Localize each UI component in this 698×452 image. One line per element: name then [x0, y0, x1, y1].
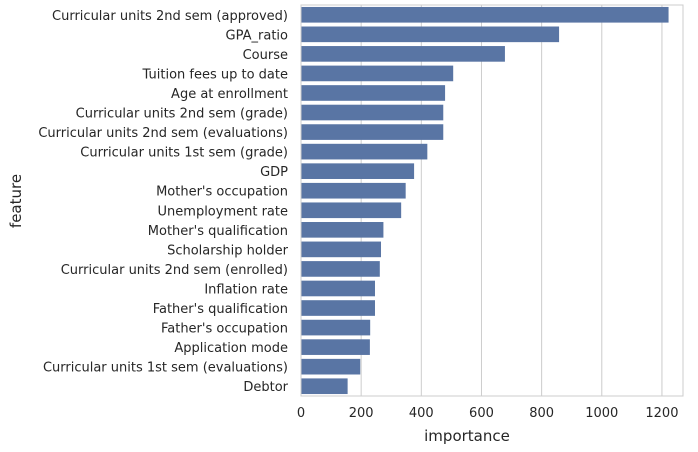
y-axis-title: feature	[7, 174, 25, 228]
category-label: Course	[243, 48, 288, 63]
bar	[301, 6, 669, 23]
category-label: Father's qualification	[153, 302, 288, 317]
category-labels: Curricular units 2nd sem (approved) GPA_r…	[38, 9, 288, 395]
bar	[301, 300, 375, 316]
category-label: Curricular units 1st sem (grade)	[80, 146, 288, 161]
x-tick-label: 200	[349, 406, 374, 421]
plot-frame	[300, 4, 684, 397]
category-label: Curricular units 1st sem (evaluations)	[43, 361, 288, 376]
bar	[301, 163, 415, 179]
x-tick-label: 600	[469, 406, 494, 421]
category-label: Inflation rate	[204, 282, 288, 297]
bar	[301, 46, 505, 62]
x-tick-label: 800	[529, 406, 554, 421]
bar	[301, 339, 370, 355]
bar	[301, 182, 406, 199]
bar	[301, 85, 446, 101]
plot-area	[301, 5, 683, 396]
bar	[301, 124, 444, 140]
x-axis-title: importance	[424, 427, 510, 445]
x-tick-labels: 0 200 400 600 800 1000 1200	[297, 406, 679, 421]
category-label: Mother's qualification	[148, 224, 288, 239]
bar	[301, 261, 380, 277]
bar	[301, 65, 454, 82]
category-label: Father's occupation	[161, 322, 288, 337]
category-label: Application mode	[174, 341, 288, 356]
bars	[301, 6, 669, 395]
bar	[301, 241, 382, 258]
category-label: Curricular units 2nd sem (approved)	[52, 9, 288, 24]
bar	[301, 319, 371, 336]
bar	[301, 26, 560, 43]
category-label: Age at enrollment	[171, 87, 288, 102]
bar	[301, 378, 348, 395]
bar	[301, 143, 428, 160]
x-tick-label: 1000	[585, 406, 618, 421]
bar	[301, 358, 361, 375]
x-tick-label: 0	[297, 406, 305, 421]
bar	[301, 202, 402, 219]
x-tick-label: 400	[409, 406, 434, 421]
category-label: Mother's occupation	[156, 185, 288, 200]
bar	[301, 280, 375, 297]
category-label: GDP	[260, 165, 288, 180]
category-label: Tuition fees up to date	[142, 67, 288, 82]
category-label: Scholarship holder	[167, 243, 289, 258]
category-label: Curricular units 2nd sem (evaluations)	[38, 126, 288, 141]
bar	[301, 222, 384, 238]
category-label: GPA_ratio	[226, 28, 288, 43]
x-tick-label: 1200	[645, 406, 678, 421]
category-label: Unemployment rate	[158, 204, 288, 219]
category-label: Debtor	[243, 380, 288, 395]
category-label: Curricular units 2nd sem (enrolled)	[61, 263, 288, 278]
category-label: Curricular units 2nd sem (grade)	[76, 107, 288, 122]
bar	[301, 104, 444, 121]
